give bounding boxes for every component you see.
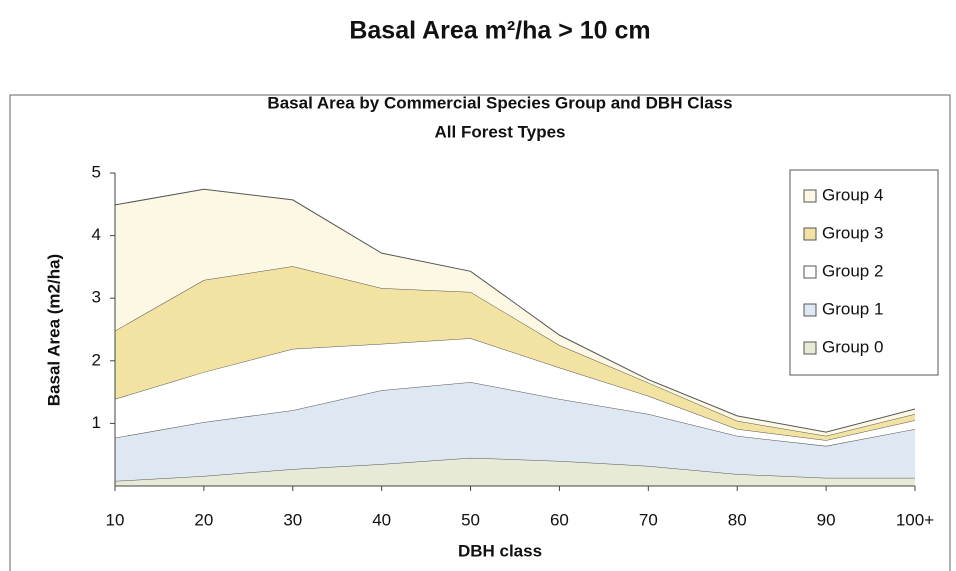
legend-label: Group 1 [822, 299, 883, 318]
y-tick-label: 2 [92, 350, 101, 369]
chart-frame [9, 94, 951, 571]
y-tick-label: 3 [92, 288, 101, 307]
x-tick-label: 100+ [896, 510, 934, 529]
x-tick-label: 20 [194, 510, 213, 529]
legend-swatch [803, 265, 817, 279]
y-axis-label: Basal Area (m2/ha) [44, 254, 63, 406]
x-tick-label: 80 [728, 510, 747, 529]
area [115, 189, 915, 436]
area-edge [114, 188, 916, 433]
legend-label: Group 2 [822, 261, 883, 280]
legend-swatch [803, 341, 817, 355]
y-tick-label: 4 [92, 225, 101, 244]
area [115, 338, 915, 446]
legend-swatch [803, 227, 817, 241]
legend-swatch [803, 303, 817, 317]
legend-label: Group 0 [822, 337, 883, 356]
x-tick-label: 60 [550, 510, 569, 529]
x-tick-label: 50 [461, 510, 480, 529]
x-tick-label: 90 [817, 510, 836, 529]
area [115, 382, 915, 481]
chart-title: Basal Area by Commercial Species Group a… [267, 93, 732, 112]
y-tick-label: 5 [92, 162, 101, 181]
x-tick-label: 70 [639, 510, 658, 529]
x-tick-label: 10 [106, 510, 125, 529]
chart-subtitle: All Forest Types [435, 122, 566, 141]
area [115, 266, 915, 441]
legend-swatch [803, 189, 817, 203]
legend-label: Group 3 [822, 223, 883, 242]
area [115, 457, 915, 486]
x-tick-label: 40 [372, 510, 391, 529]
x-tick-label: 30 [283, 510, 302, 529]
page-title: Basal Area m²/ha > 10 cm [349, 17, 650, 45]
legend-label: Group 4 [822, 185, 883, 204]
x-axis-label: DBH class [458, 541, 542, 560]
y-tick-label: 1 [92, 413, 101, 432]
